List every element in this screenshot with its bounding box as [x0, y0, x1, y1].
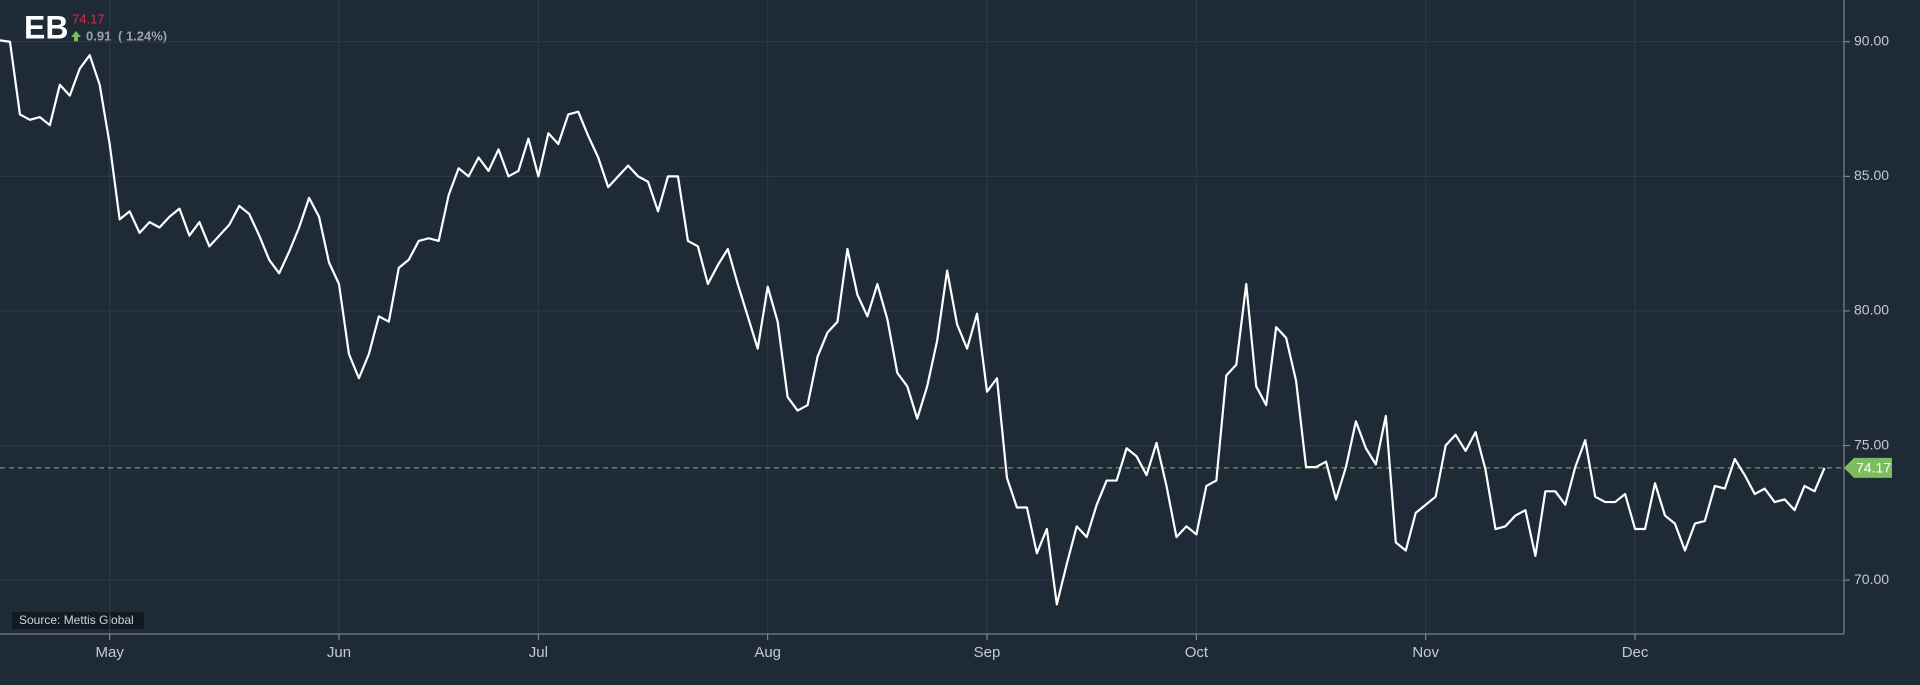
price-line [0, 39, 1826, 606]
y-tick-label: 85.00 [1854, 167, 1889, 183]
y-tick-label: 80.00 [1854, 302, 1889, 318]
change: 0.91 [86, 28, 111, 43]
x-tick-label: Jul [529, 644, 548, 661]
last-price-label: 74.17 [1856, 460, 1891, 476]
y-tick-label: 75.00 [1854, 436, 1889, 452]
price: 74.17 [72, 11, 105, 26]
x-tick-label: May [95, 644, 124, 661]
x-tick-label: Nov [1412, 644, 1439, 661]
x-tick-label: Dec [1622, 644, 1649, 661]
x-tick-label: Sep [974, 644, 1001, 661]
up-arrow [71, 31, 81, 42]
source: Source: Mettis Global [19, 613, 134, 627]
symbol: EB [24, 9, 68, 45]
y-tick-label: 90.00 [1854, 32, 1889, 48]
x-tick-label: Aug [754, 644, 781, 661]
last-price-badge [1844, 457, 1892, 478]
change-pct: ( 1.24%) [118, 28, 167, 43]
x-tick-label: Oct [1185, 644, 1209, 661]
source-box [12, 612, 144, 629]
y-tick-label: 70.00 [1854, 571, 1889, 587]
x-tick-label: Jun [327, 644, 351, 661]
